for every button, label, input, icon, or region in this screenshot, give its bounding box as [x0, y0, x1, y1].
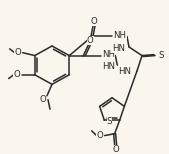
Text: NH: NH: [102, 50, 115, 59]
Text: O: O: [14, 48, 21, 57]
Text: O: O: [13, 70, 20, 79]
Text: O: O: [96, 131, 103, 140]
Text: S: S: [107, 117, 112, 126]
Text: HN: HN: [118, 67, 131, 76]
Text: O: O: [91, 17, 97, 26]
Text: NH: NH: [114, 31, 127, 40]
Text: O: O: [40, 95, 46, 104]
Text: S: S: [158, 51, 164, 60]
Text: O: O: [112, 146, 119, 154]
Text: HN: HN: [112, 44, 125, 53]
Text: O: O: [87, 36, 94, 45]
Text: HN: HN: [102, 62, 115, 71]
